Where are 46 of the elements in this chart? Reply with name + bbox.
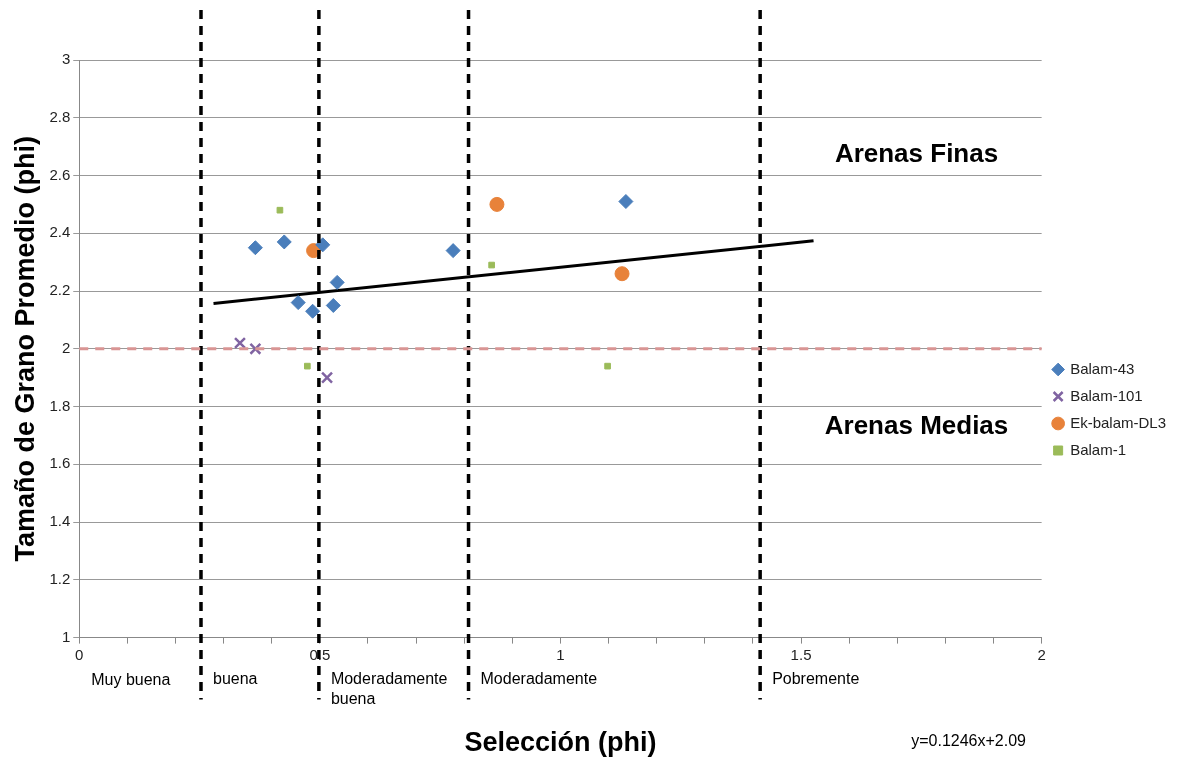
point [325, 297, 341, 313]
y-tick-label: 3 [61, 50, 71, 68]
y-tick-label: 2.2 [49, 281, 71, 299]
point [276, 234, 292, 250]
y-tick-label: 2 [61, 338, 71, 356]
text: y=0.1246x+2.09 [911, 732, 1027, 750]
point [618, 194, 634, 210]
y-tick-label: 2.6 [49, 165, 71, 183]
y-tick-label: 1 [61, 627, 71, 645]
legend-label: Balam-1 [1070, 440, 1126, 458]
point [445, 243, 461, 259]
point [305, 303, 321, 319]
x-tick-label: 2 [1037, 645, 1046, 663]
point [304, 362, 311, 370]
point [247, 240, 263, 256]
point [488, 261, 495, 269]
annotation: Arenas Medias [824, 409, 1009, 440]
ref-line-label: Moderadamente buena [330, 670, 448, 708]
y-tick-label: 2.8 [49, 107, 71, 125]
y-tick-label: 1.8 [49, 396, 71, 414]
point [276, 206, 284, 214]
point [290, 295, 306, 311]
x-tick-label: 1 [556, 645, 565, 663]
y-tick-label: 1.6 [49, 454, 71, 472]
legend-label: Balam-101 [1070, 386, 1143, 404]
y-tick-label: 2.4 [49, 223, 71, 241]
ref-line-label: buena [212, 670, 258, 688]
x-tick-label: 1.5 [790, 645, 812, 663]
annotation: Arenas Finas [834, 138, 999, 169]
text: Muy buena [91, 671, 171, 689]
y-axis-title: Tamaño de Grano Promedio (phi) [9, 136, 40, 562]
legend-label: Ek-balam-DL3 [1070, 413, 1167, 431]
legend-label: Balam-43 [1070, 359, 1135, 377]
point [604, 362, 611, 370]
ref-line-label: Pobremente [772, 670, 860, 688]
point [320, 371, 334, 384]
y-tick-label: 1.4 [49, 512, 71, 530]
point [489, 196, 505, 212]
y-tick-label: 1.2 [49, 569, 71, 587]
point [329, 274, 345, 290]
x-tick-label: 0 [75, 645, 84, 663]
point [614, 266, 630, 282]
ref-line-label: Moderadamente [480, 670, 598, 688]
point [233, 336, 247, 350]
point [315, 237, 331, 253]
x-axis-title: Selección (phi) [464, 727, 657, 758]
